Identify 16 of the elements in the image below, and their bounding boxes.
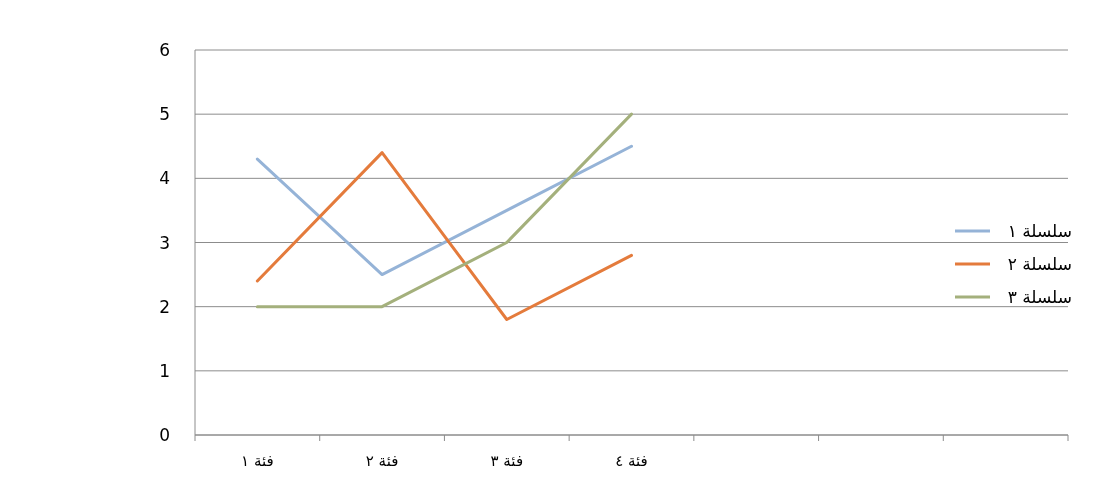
y-tick-label: 4 bbox=[159, 168, 170, 189]
y-tick-label: 6 bbox=[159, 40, 170, 60]
y-tick-label: 3 bbox=[159, 232, 170, 253]
legend-label: سلسلة ٣ bbox=[1007, 287, 1072, 307]
x-tick-label: فئة ٣ bbox=[490, 452, 524, 470]
x-tick-label: فئة ٤ bbox=[615, 452, 648, 470]
line-series bbox=[255, 151, 633, 321]
x-tick-label: فئة ٢ bbox=[365, 452, 399, 470]
legend-label: سلسلة ٢ bbox=[1007, 254, 1072, 274]
line-series bbox=[255, 144, 633, 277]
y-tick-label: 2 bbox=[159, 296, 170, 317]
y-tick-label: 5 bbox=[159, 104, 170, 125]
y-tick-label: 0 bbox=[159, 425, 170, 445]
x-tick-label: فئة ١ bbox=[241, 452, 274, 470]
legend-label: سلسلة ١ bbox=[1007, 221, 1072, 241]
y-tick-label: 1 bbox=[159, 360, 170, 381]
